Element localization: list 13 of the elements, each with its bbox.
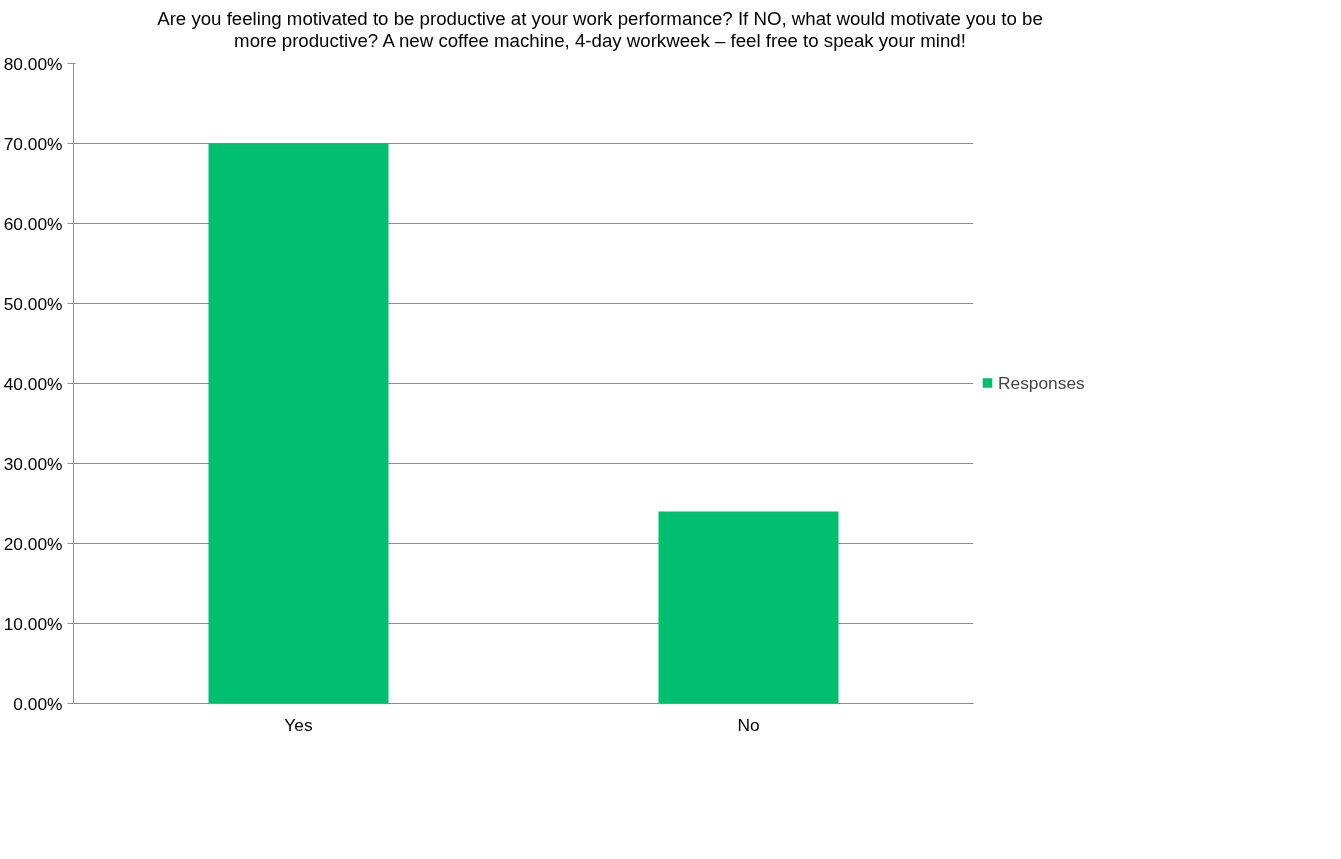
y-tick-label: 10.00% bbox=[3, 613, 63, 634]
x-tick-label: Yes bbox=[284, 714, 313, 735]
y-tick-label: 60.00% bbox=[3, 213, 63, 234]
legend-label: Responses bbox=[998, 372, 1085, 394]
y-tick-label: 20.00% bbox=[3, 533, 63, 554]
y-tick-label: 30.00% bbox=[3, 453, 63, 474]
y-tick-label: 70.00% bbox=[3, 133, 63, 154]
x-tick-label: No bbox=[737, 714, 760, 735]
y-tick-label: 80.00% bbox=[3, 53, 63, 74]
y-tick-label: 50.00% bbox=[3, 293, 63, 314]
y-tick-label: 0.00% bbox=[13, 693, 63, 714]
y-tick-label: 40.00% bbox=[3, 373, 63, 394]
chart-title: Are you feeling motivated to be productive at your work performance? If NO, what would motivate you to be more productive? A new coffee machine, 4-day workweek – feel free to speak your mind! bbox=[156, 8, 1044, 53]
